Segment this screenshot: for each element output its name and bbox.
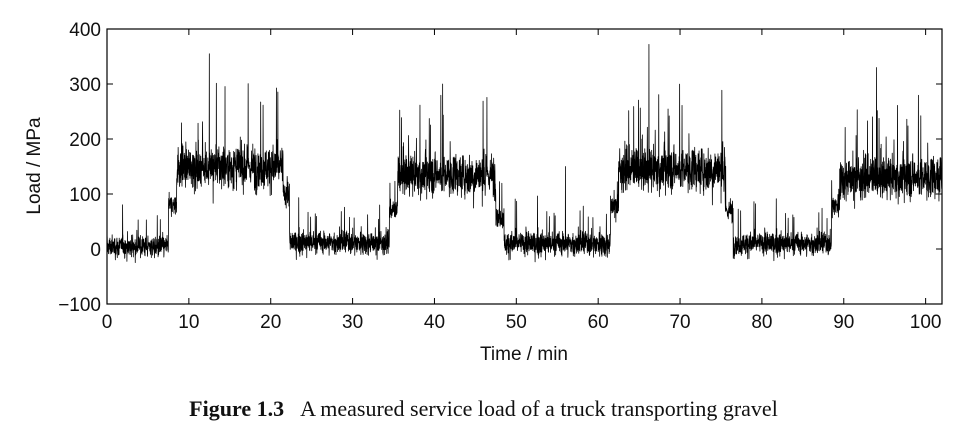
x-tick-label: 70 [669, 312, 690, 333]
y-tick-label: 100 [69, 185, 101, 206]
x-axis-ticks: 0 10 20 30 40 50 60 70 80 90 100 [102, 29, 942, 333]
plot-frame [106, 28, 943, 305]
y-tick-label: −100 [58, 295, 101, 316]
trace-layer [106, 44, 943, 263]
x-tick-label: 30 [342, 312, 363, 333]
figure-number: Figure 1.3 [189, 396, 285, 421]
x-tick-label: 100 [910, 312, 942, 333]
y-axis-label: Load / MPa [24, 117, 45, 215]
x-tick-label: 90 [833, 312, 854, 333]
y-tick-label: 400 [69, 20, 101, 41]
x-tick-label: 10 [178, 312, 199, 333]
x-tick-label: 20 [260, 312, 281, 333]
x-tick-label: 80 [751, 312, 772, 333]
figure-caption: Figure 1.3 A measured service load of a t… [0, 396, 967, 422]
y-axis-ticks: −100 0 100 200 300 400 [58, 20, 942, 316]
x-axis-label: Time / min [480, 344, 568, 365]
x-tick-label: 40 [424, 312, 445, 333]
y-tick-label: 300 [69, 75, 101, 96]
x-tick-label: 0 [102, 312, 113, 333]
load-series-line [106, 44, 943, 263]
figure-caption-text: A measured service load of a truck trans… [300, 396, 778, 421]
x-tick-label: 60 [588, 312, 609, 333]
y-tick-label: 200 [69, 130, 101, 151]
x-tick-label: 50 [506, 312, 527, 333]
y-tick-label: 0 [90, 240, 101, 261]
